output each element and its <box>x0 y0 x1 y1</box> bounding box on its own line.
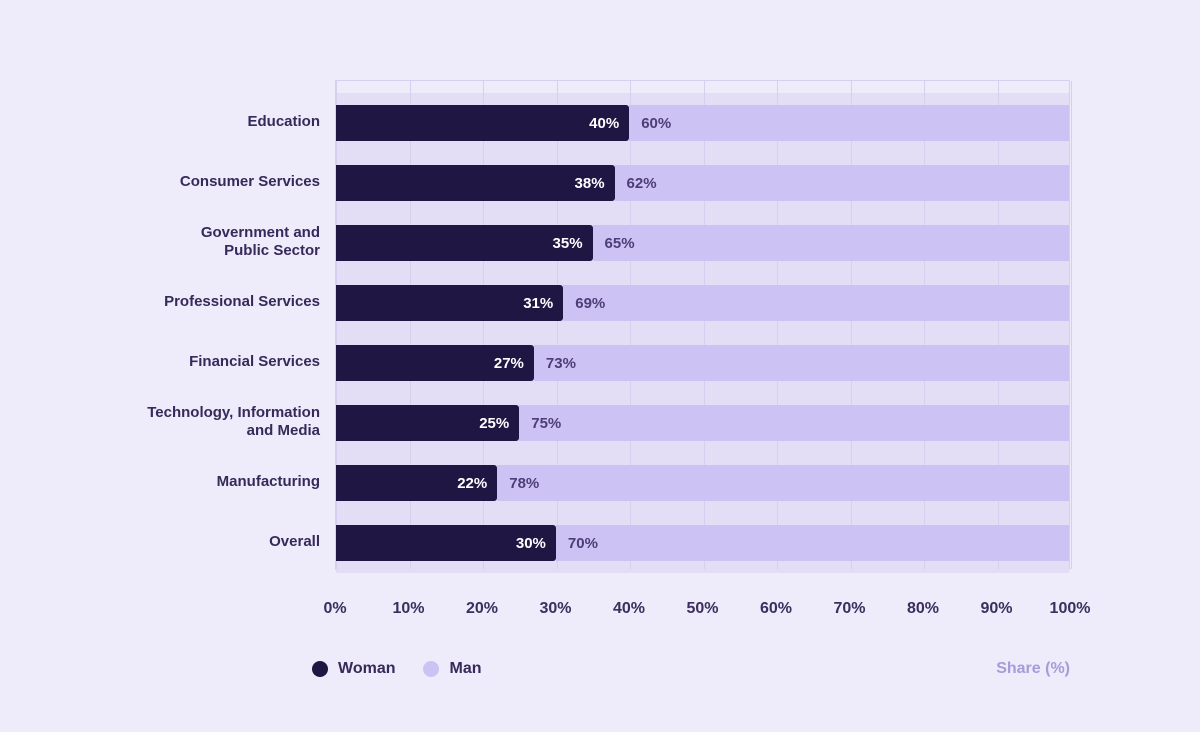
x-tick: 90% <box>980 600 1012 618</box>
bar-woman: 25% <box>336 405 519 441</box>
category-label: Financial Services <box>189 353 320 371</box>
legend-swatch-woman <box>312 661 328 677</box>
bar-row: 30% 70% <box>336 525 1069 561</box>
x-tick: 60% <box>760 600 792 618</box>
x-tick: 70% <box>833 600 865 618</box>
category-label: Technology, Information and Media <box>147 404 320 440</box>
bar-woman: 40% <box>336 105 629 141</box>
bar-man-value: 73% <box>546 355 576 372</box>
x-tick: 100% <box>1050 600 1091 618</box>
legend-item-man: Man <box>423 660 481 678</box>
bar-man-value: 75% <box>531 415 561 432</box>
x-tick: 30% <box>539 600 571 618</box>
legend-swatch-man <box>423 661 439 677</box>
bar-man: 78% <box>497 465 1069 501</box>
bar-woman: 31% <box>336 285 563 321</box>
bar-woman-value: 31% <box>523 295 553 312</box>
bar-woman: 35% <box>336 225 593 261</box>
legend-label-woman: Woman <box>338 660 395 678</box>
bar-man-value: 70% <box>568 535 598 552</box>
bar-man: 65% <box>593 225 1069 261</box>
bar-man-value: 78% <box>509 475 539 492</box>
bar-woman-value: 35% <box>553 235 583 252</box>
bar-row: 31% 69% <box>336 285 1069 321</box>
bar-man: 70% <box>556 525 1069 561</box>
bar-row: 38% 62% <box>336 165 1069 201</box>
bar-row: 35% 65% <box>336 225 1069 261</box>
x-tick: 10% <box>392 600 424 618</box>
bar-man: 75% <box>519 405 1069 441</box>
bar-man-value: 69% <box>575 295 605 312</box>
bar-woman-value: 30% <box>516 535 546 552</box>
bar-man: 73% <box>534 345 1069 381</box>
bar-woman: 22% <box>336 465 497 501</box>
bar-woman: 38% <box>336 165 615 201</box>
x-tick: 0% <box>323 600 346 618</box>
bar-woman-value: 40% <box>589 115 619 132</box>
chart-canvas: 40% 60% 38% 62% 35% 65% 31% 69% 27% 73% 25% 75% 22% 7… <box>0 0 1200 732</box>
bar-man: 69% <box>563 285 1069 321</box>
category-label: Overall <box>269 533 320 551</box>
x-tick: 50% <box>686 600 718 618</box>
bar-row: 22% 78% <box>336 465 1069 501</box>
category-label: Manufacturing <box>217 473 320 491</box>
x-axis-title: Share (%) <box>996 660 1070 678</box>
bar-woman: 30% <box>336 525 556 561</box>
x-tick: 20% <box>466 600 498 618</box>
bar-woman-value: 38% <box>575 175 605 192</box>
legend: Woman Man <box>312 660 481 678</box>
category-label: Education <box>247 113 320 131</box>
bar-row: 25% 75% <box>336 405 1069 441</box>
category-label: Government and Public Sector <box>201 224 320 260</box>
legend-item-woman: Woman <box>312 660 395 678</box>
bar-woman-value: 25% <box>479 415 509 432</box>
bar-man: 62% <box>615 165 1069 201</box>
bar-woman-value: 22% <box>457 475 487 492</box>
bar-man-value: 65% <box>605 235 635 252</box>
bar-man-value: 60% <box>641 115 671 132</box>
bar-row: 27% 73% <box>336 345 1069 381</box>
gridline <box>1071 81 1072 569</box>
legend-label-man: Man <box>449 660 481 678</box>
bar-woman-value: 27% <box>494 355 524 372</box>
category-label: Consumer Services <box>180 173 320 191</box>
category-label: Professional Services <box>164 293 320 311</box>
plot-area: 40% 60% 38% 62% 35% 65% 31% 69% 27% 73% 25% 75% 22% 7… <box>335 80 1070 570</box>
bar-man-value: 62% <box>627 175 657 192</box>
bar-row: 40% 60% <box>336 105 1069 141</box>
bar-man: 60% <box>629 105 1069 141</box>
bar-woman: 27% <box>336 345 534 381</box>
x-tick: 80% <box>907 600 939 618</box>
x-tick: 40% <box>613 600 645 618</box>
